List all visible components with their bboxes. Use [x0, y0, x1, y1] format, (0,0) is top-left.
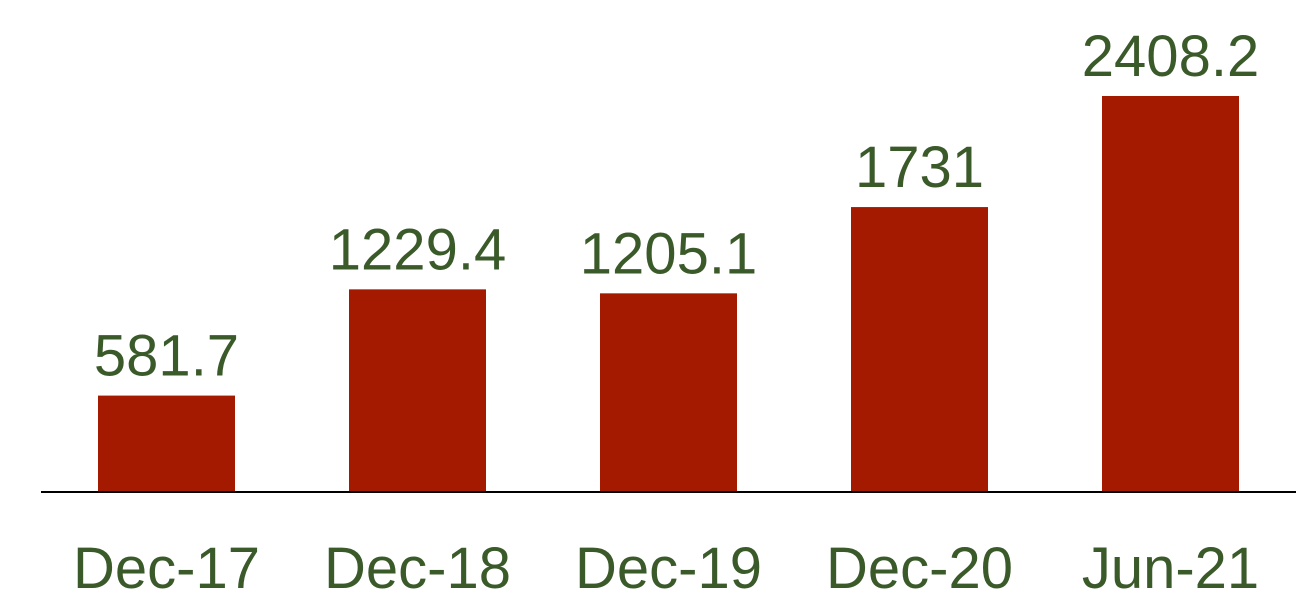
value-label: 2408.2: [1082, 24, 1259, 89]
value-label: 1205.1: [580, 221, 757, 286]
x-tick-label: Jun-21: [1082, 536, 1259, 595]
bar: [98, 395, 235, 491]
x-tick-label: Dec-17: [73, 536, 260, 595]
bar: [851, 207, 988, 491]
value-label: 581.7: [94, 324, 239, 389]
value-label: 1229.4: [329, 217, 506, 282]
bar: [1102, 96, 1239, 491]
x-tick-label: Dec-19: [575, 536, 762, 595]
x-tick-label: Dec-20: [826, 536, 1013, 595]
bar: [600, 293, 737, 491]
x-tick-label: Dec-18: [324, 536, 511, 595]
bar: [349, 289, 486, 491]
value-label: 1731: [855, 135, 984, 200]
